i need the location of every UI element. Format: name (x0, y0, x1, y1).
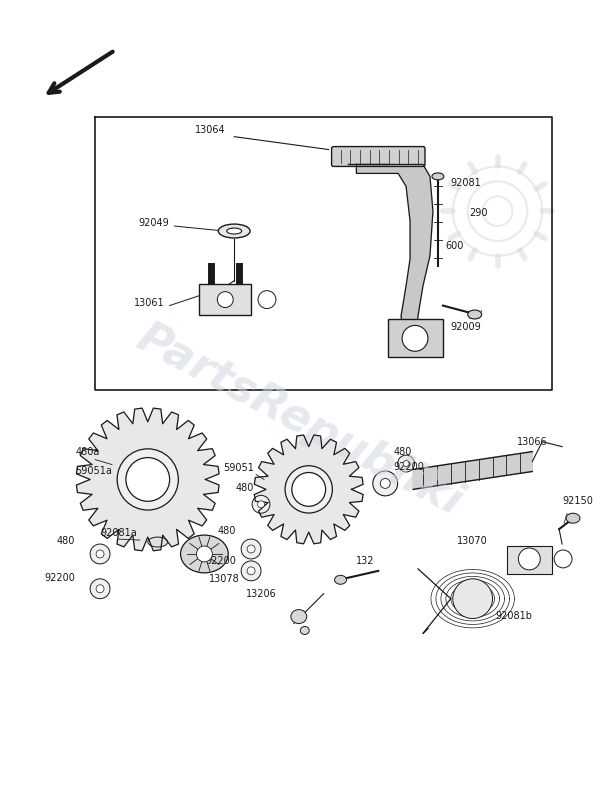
Text: 92081: 92081 (451, 178, 482, 188)
Polygon shape (76, 408, 219, 551)
Circle shape (402, 326, 428, 351)
Ellipse shape (96, 550, 104, 558)
Text: 92049: 92049 (139, 218, 170, 228)
Text: 92081a: 92081a (100, 528, 137, 538)
Ellipse shape (227, 228, 242, 234)
Text: 480: 480 (236, 484, 254, 493)
Polygon shape (356, 165, 433, 345)
Circle shape (285, 466, 332, 513)
Circle shape (518, 548, 540, 570)
Ellipse shape (148, 537, 167, 547)
Text: 13206: 13206 (246, 589, 277, 599)
Text: 13066: 13066 (517, 436, 548, 447)
Text: 92150: 92150 (562, 496, 593, 506)
Ellipse shape (181, 535, 228, 573)
Text: 92009: 92009 (451, 323, 482, 332)
Circle shape (554, 550, 572, 568)
Text: 13064: 13064 (194, 125, 225, 135)
Text: 600: 600 (446, 241, 464, 251)
Text: 92200: 92200 (393, 462, 424, 472)
Ellipse shape (432, 173, 444, 180)
Circle shape (126, 458, 170, 502)
Ellipse shape (335, 575, 346, 584)
Circle shape (196, 546, 212, 562)
Ellipse shape (566, 513, 580, 523)
Circle shape (453, 579, 493, 619)
Polygon shape (413, 451, 532, 489)
Ellipse shape (380, 478, 390, 488)
Ellipse shape (96, 585, 104, 593)
FancyBboxPatch shape (199, 283, 251, 316)
Text: 480: 480 (57, 536, 75, 546)
Text: A: A (265, 297, 269, 302)
Ellipse shape (257, 501, 265, 508)
Polygon shape (254, 435, 363, 544)
Ellipse shape (241, 561, 261, 581)
Ellipse shape (241, 539, 261, 559)
Text: A: A (561, 557, 565, 561)
Text: 480: 480 (218, 526, 236, 536)
Ellipse shape (217, 292, 233, 308)
Circle shape (117, 449, 178, 510)
Text: 480a: 480a (75, 447, 100, 457)
Ellipse shape (468, 310, 482, 319)
Text: 92081b: 92081b (496, 611, 533, 621)
Text: 13070: 13070 (457, 536, 488, 546)
Ellipse shape (247, 567, 255, 575)
Text: 13078: 13078 (209, 574, 240, 584)
Ellipse shape (300, 626, 309, 634)
Text: PartsRepubliki: PartsRepubliki (129, 316, 469, 524)
Ellipse shape (373, 471, 398, 496)
Ellipse shape (291, 610, 307, 623)
Ellipse shape (90, 544, 110, 564)
Text: 92200: 92200 (205, 556, 236, 566)
Circle shape (258, 290, 276, 309)
Text: 59051: 59051 (223, 463, 254, 473)
Text: 13061: 13061 (134, 298, 164, 308)
Ellipse shape (252, 495, 270, 513)
Text: 132: 132 (356, 556, 375, 566)
FancyBboxPatch shape (332, 147, 425, 166)
Text: 92200: 92200 (44, 573, 75, 582)
Circle shape (292, 473, 326, 506)
Ellipse shape (90, 579, 110, 599)
Ellipse shape (218, 224, 250, 238)
Text: 290: 290 (470, 208, 488, 218)
Ellipse shape (398, 455, 415, 472)
Ellipse shape (403, 461, 409, 466)
Text: 480: 480 (393, 447, 412, 457)
FancyBboxPatch shape (508, 546, 552, 574)
Ellipse shape (247, 545, 255, 553)
FancyBboxPatch shape (388, 319, 443, 357)
Text: 59051a: 59051a (75, 466, 112, 476)
